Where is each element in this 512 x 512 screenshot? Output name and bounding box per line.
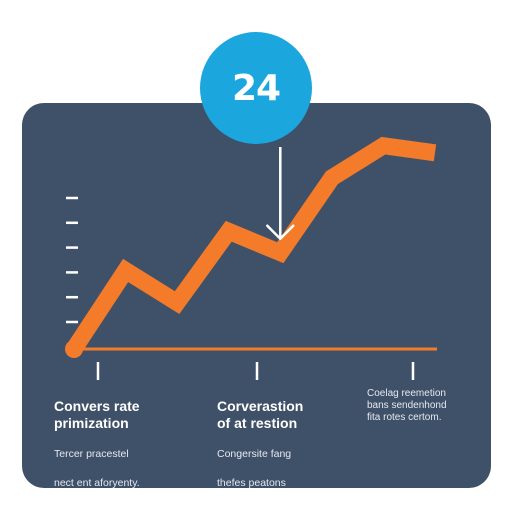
caption-body-line: fita rotes certom. <box>367 412 442 423</box>
caption-body-line: bans sendenhond <box>367 400 447 411</box>
x-axis-ticks <box>96 362 415 380</box>
down-arrow-icon <box>266 147 295 240</box>
start-point <box>65 340 83 358</box>
caption-title-line: primization <box>54 415 129 431</box>
caption-conversion-rate: Convers rate primization Tercer praceste… <box>54 398 140 490</box>
series-line <box>66 136 437 354</box>
caption-title-line: of at restion <box>217 415 298 431</box>
caption-title-line: Convers rate <box>54 398 140 414</box>
caption-title-line: Coelag reemetion <box>367 388 446 399</box>
caption-coelag: Coelag reemetion bans sendenhond fita ro… <box>367 388 447 424</box>
caption-body-line: nect ent aforyenty. <box>54 477 140 489</box>
caption-conversation: Corverastion of at restion Congersite fa… <box>217 398 303 490</box>
arrow-head <box>266 224 295 240</box>
caption-title-line: Corverastion <box>217 398 304 414</box>
y-axis-ticks <box>66 196 78 324</box>
caption-body-line: Congersite fang <box>217 448 292 460</box>
metric-badge-value: 24 <box>231 67 281 109</box>
caption-body-line: Tercer pracestel <box>54 448 129 460</box>
metric-badge: 24 <box>200 32 312 144</box>
caption-body-line: thefes peatons <box>217 477 286 489</box>
